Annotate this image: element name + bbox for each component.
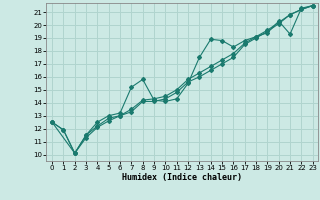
X-axis label: Humidex (Indice chaleur): Humidex (Indice chaleur)	[123, 173, 243, 182]
